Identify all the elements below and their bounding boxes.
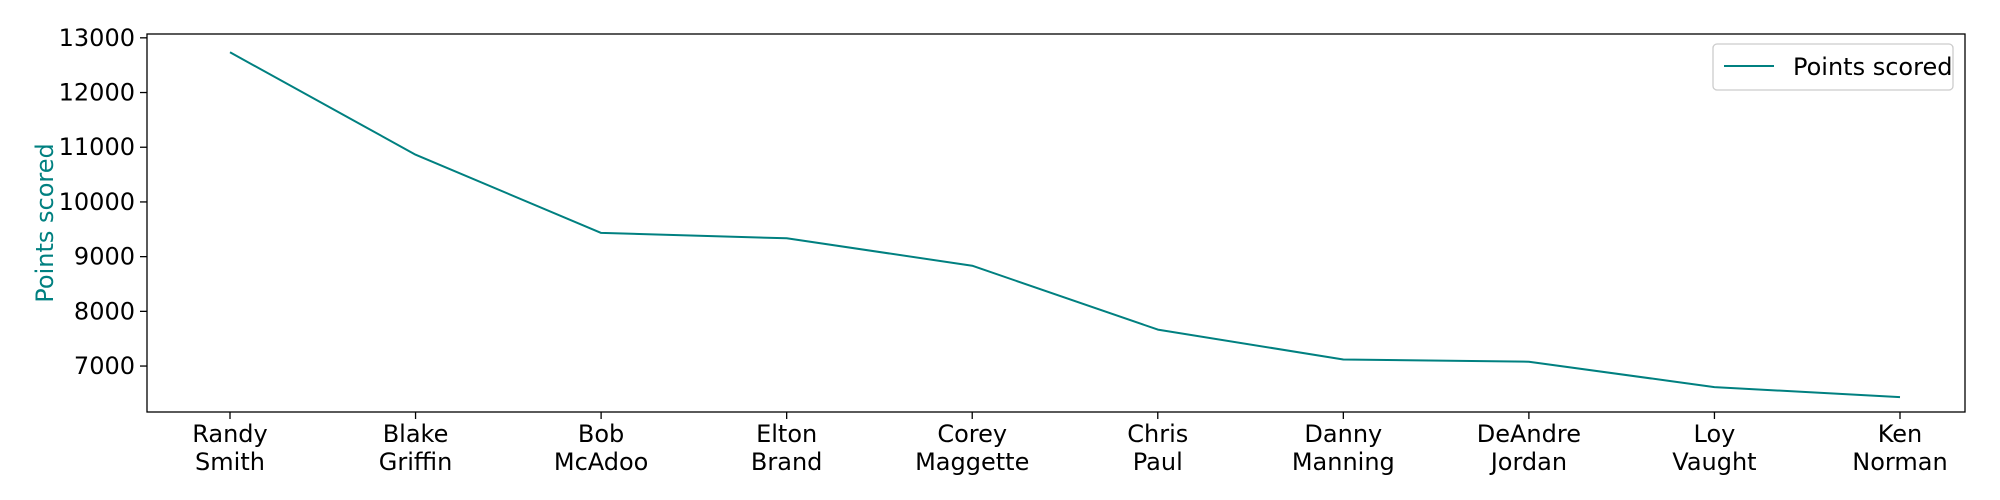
- x-tick-label: Randy Smith: [192, 420, 268, 476]
- x-tick-label: Loy Vaught: [1672, 420, 1756, 476]
- x-tick-label: DeAndre Jordan: [1477, 420, 1581, 476]
- y-tick-label: 9000: [74, 243, 135, 271]
- y-axis-title: Points scored: [31, 143, 59, 302]
- x-tick-label-line: Maggette: [915, 448, 1029, 476]
- y-tick-label: 11000: [59, 133, 135, 161]
- x-tick-label: Bob McAdoo: [554, 420, 649, 476]
- x-tick-label: Elton Brand: [751, 420, 822, 476]
- series-line: [229, 51, 1901, 399]
- x-tick-label-line: Paul: [1133, 448, 1183, 476]
- x-tick-label: Danny Manning: [1292, 420, 1395, 476]
- legend: Points scored: [1712, 43, 1954, 91]
- legend-box: [1712, 43, 1954, 91]
- x-tick-label-line: Manning: [1292, 448, 1395, 476]
- y-tick-label: 8000: [74, 297, 135, 325]
- x-tick-label-line: Brand: [751, 448, 822, 476]
- series-layer: [229, 51, 1901, 399]
- x-tick-label-line: Bob: [578, 420, 624, 448]
- x-tick-label-line: Norman: [1852, 448, 1947, 476]
- legend-label: Points scored: [1793, 53, 1952, 81]
- x-tick-label-line: DeAndre: [1477, 420, 1581, 448]
- x-tick-label: Corey Maggette: [915, 420, 1029, 476]
- x-tick-label-line: Blake: [383, 420, 449, 448]
- x-tick-label-line: Danny: [1304, 420, 1382, 448]
- x-tick-label-line: Corey: [937, 420, 1007, 448]
- x-tick-label-line: McAdoo: [554, 448, 649, 476]
- x-tick-label-line: Jordan: [1489, 448, 1567, 476]
- x-tick-label: Blake Griffin: [379, 420, 453, 476]
- y-tick-label: 7000: [74, 352, 135, 380]
- x-tick-label-line: Elton: [756, 420, 817, 448]
- x-tick-label-line: Griffin: [379, 448, 453, 476]
- x-tick-label-line: Smith: [195, 448, 265, 476]
- y-tick-label: 12000: [59, 79, 135, 107]
- y-axis: 7000 8000 9000 10000 11000 12000 13000: [59, 24, 147, 380]
- x-axis: Randy Smith Blake Griffin Bob McAdoo Elton Bran…: [192, 412, 1948, 476]
- x-tick-label-line: Ken: [1878, 420, 1923, 448]
- x-tick-label-line: Chris: [1127, 420, 1188, 448]
- y-tick-label: 10000: [59, 188, 135, 216]
- x-tick-label-line: Vaught: [1672, 448, 1756, 476]
- y-tick-label: 13000: [59, 24, 135, 52]
- x-tick-label-line: Loy: [1694, 420, 1736, 448]
- plot-frame: [146, 33, 1966, 413]
- x-tick-label: Chris Paul: [1127, 420, 1188, 476]
- x-tick-label-line: Randy: [192, 420, 268, 448]
- x-tick-label: Ken Norman: [1852, 420, 1947, 476]
